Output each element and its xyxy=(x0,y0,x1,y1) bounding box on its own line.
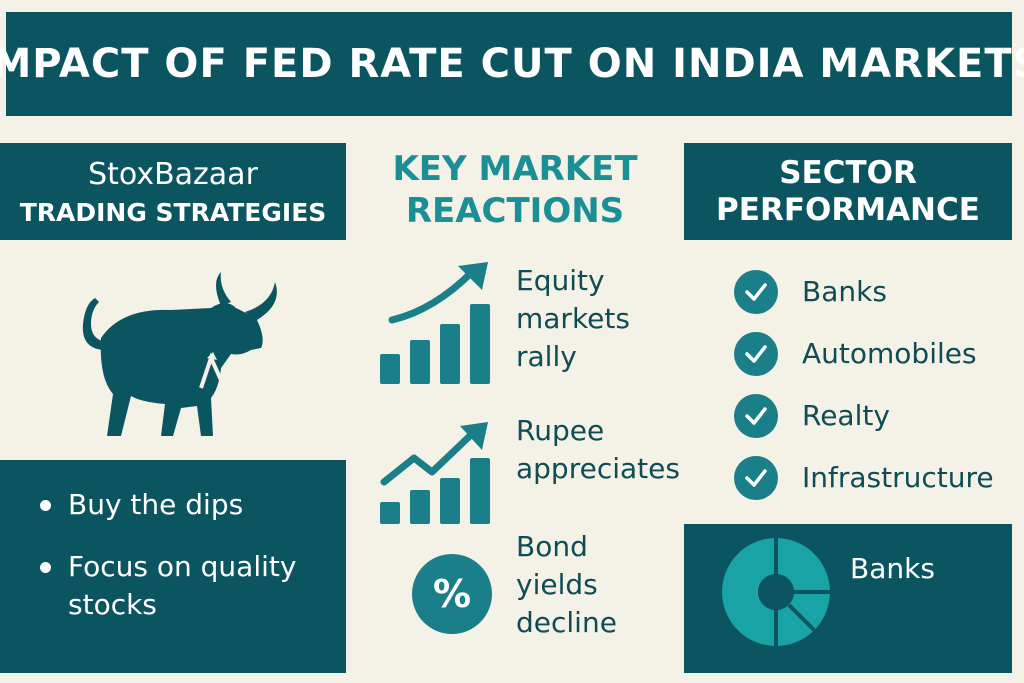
sectors-title-line2: PERFORMANCE xyxy=(716,192,980,228)
reaction-text: Rupee appreciates xyxy=(516,414,680,485)
strategies-title: TRADING STRATEGIES xyxy=(19,198,327,227)
sector-name: Banks xyxy=(802,275,887,308)
strategies-list: Buy the dips Focus on quality stocks xyxy=(0,460,346,673)
list-item: Infrastructure xyxy=(734,456,1012,500)
check-icon xyxy=(734,332,778,376)
bullet-icon xyxy=(40,562,51,573)
reactions-title-line1: KEY MARKET xyxy=(392,149,638,189)
check-icon xyxy=(734,270,778,314)
reactions-title: KEY MARKET REACTIONS xyxy=(346,148,684,232)
trading-strategies-panel: StoxBazaar TRADING STRATEGIES Buy the di… xyxy=(0,143,346,673)
check-icon xyxy=(734,456,778,500)
sector-list: Banks Automobiles Realty Infrastructure xyxy=(684,240,1012,524)
reaction-text: Bond yields decline xyxy=(516,530,617,639)
title-banner: IMPACT OF FED RATE CUT ON INDIA MARKETS xyxy=(0,12,1024,116)
sector-name: Realty xyxy=(802,399,890,432)
strategies-header: StoxBazaar TRADING STRATEGIES xyxy=(0,143,346,240)
sectors-title-line1: SECTOR xyxy=(779,155,917,191)
list-item: Banks xyxy=(734,270,1012,314)
sector-performance-panel: SECTOR PERFORMANCE Banks Automobiles Rea… xyxy=(684,143,1012,673)
reaction-item: Equity markets rally xyxy=(346,260,684,390)
reaction-text: Equity markets rally xyxy=(516,264,630,373)
bullet-icon xyxy=(40,500,51,511)
brand-name: StoxBazaar xyxy=(88,157,258,192)
check-icon xyxy=(734,394,778,438)
bull-icon xyxy=(82,272,277,436)
strategy-text: Buy the dips xyxy=(68,488,244,521)
market-reactions-panel: KEY MARKET REACTIONS Equity markets rall… xyxy=(346,130,684,683)
reaction-item: Rupee appreciates xyxy=(346,414,684,528)
list-item: Realty xyxy=(734,394,1012,438)
sector-highlight: Banks xyxy=(684,524,1012,673)
reactions-title-line2: REACTIONS xyxy=(405,191,625,231)
rising-bar-chart-icon xyxy=(380,262,490,384)
zigzag-growth-chart-icon xyxy=(380,422,490,524)
highlight-sector: Banks xyxy=(850,552,935,585)
list-item: Automobiles xyxy=(734,332,1012,376)
page-title: IMPACT OF FED RATE CUT ON INDIA MARKETS xyxy=(0,41,1024,87)
sectors-header: SECTOR PERFORMANCE xyxy=(684,143,1012,240)
strategy-text: Focus on quality stocks xyxy=(68,550,297,621)
bull-illustration xyxy=(6,240,340,476)
sector-name: Infrastructure xyxy=(802,461,994,494)
donut-chart-icon xyxy=(722,538,830,646)
sector-name: Automobiles xyxy=(802,337,977,370)
percent-icon: % xyxy=(412,554,492,634)
reaction-item: % Bond yields decline xyxy=(346,530,684,660)
